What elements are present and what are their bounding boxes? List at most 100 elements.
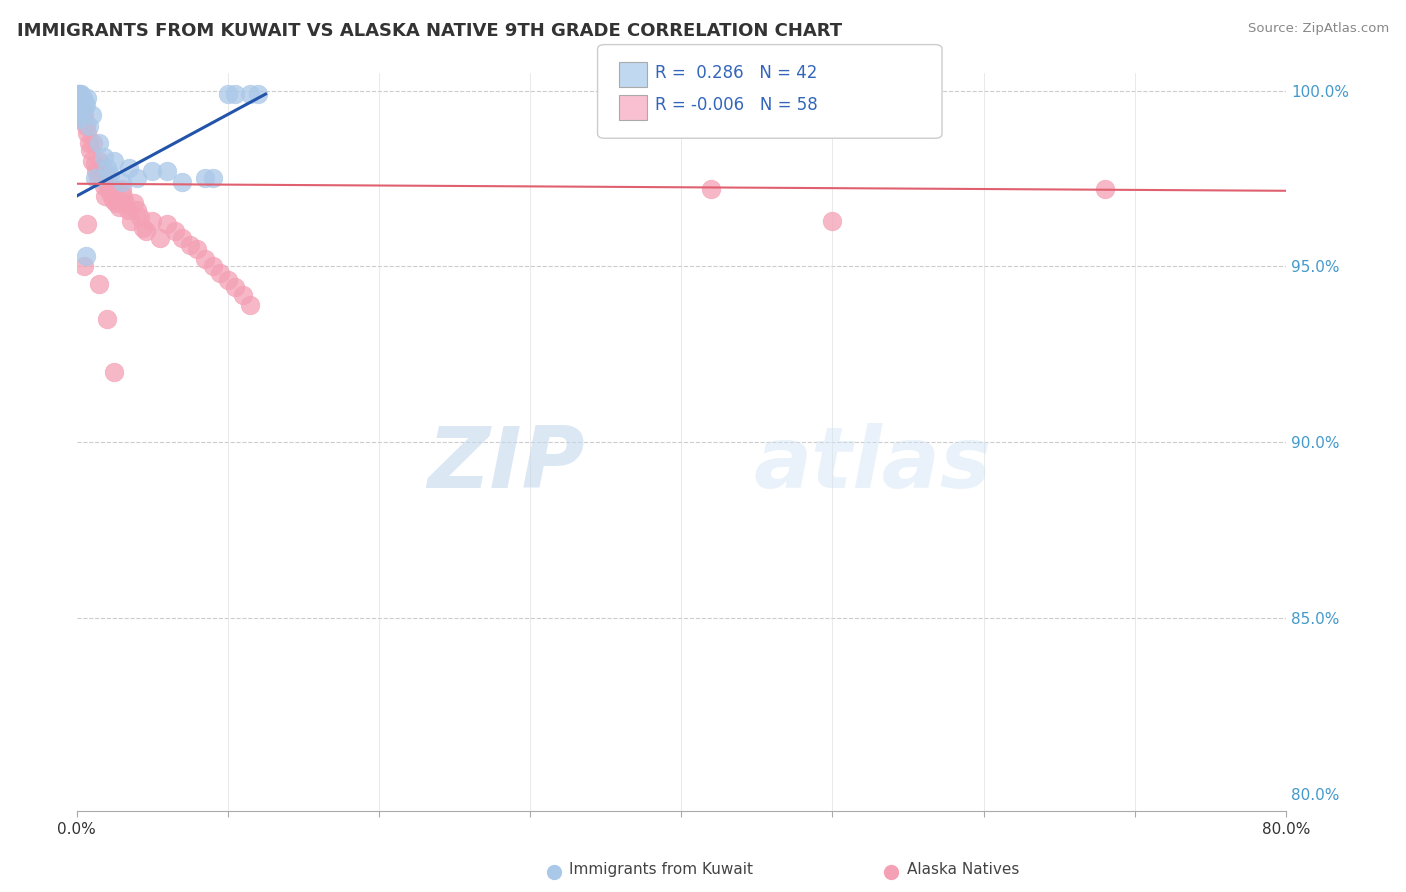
Text: atlas: atlas — [754, 423, 993, 506]
Point — [125, 171, 148, 186]
Text: Immigrants from Kuwait: Immigrants from Kuwait — [569, 863, 754, 877]
Point — [700, 182, 723, 196]
Point — [201, 260, 224, 274]
Point — [224, 87, 246, 101]
Text: Alaska Natives: Alaska Natives — [907, 863, 1019, 877]
Point — [73, 260, 96, 274]
Point — [72, 90, 94, 104]
Point — [67, 90, 90, 104]
Point — [80, 153, 103, 168]
Point — [89, 153, 111, 168]
Point — [67, 87, 90, 101]
Point — [67, 104, 90, 119]
Point — [93, 178, 115, 193]
Point — [70, 101, 93, 115]
Point — [103, 182, 125, 196]
Point — [67, 108, 90, 122]
Point — [108, 200, 131, 214]
Point — [72, 97, 94, 112]
Point — [69, 94, 91, 108]
Point — [163, 224, 186, 238]
Text: R = -0.006   N = 58: R = -0.006 N = 58 — [655, 96, 818, 114]
Point — [543, 865, 565, 880]
Point — [70, 87, 93, 101]
Point — [73, 108, 96, 122]
Point — [69, 87, 91, 101]
Point — [118, 161, 141, 175]
Point — [129, 210, 152, 224]
Point — [96, 312, 118, 326]
Point — [172, 231, 194, 245]
Point — [98, 186, 121, 200]
Point — [76, 90, 98, 104]
Text: IMMIGRANTS FROM KUWAIT VS ALASKA NATIVE 9TH GRADE CORRELATION CHART: IMMIGRANTS FROM KUWAIT VS ALASKA NATIVE … — [17, 22, 842, 40]
Point — [246, 87, 269, 101]
Point — [232, 287, 254, 301]
Point — [880, 865, 903, 880]
Point — [217, 273, 239, 287]
Point — [83, 171, 105, 186]
Point — [179, 238, 201, 252]
Point — [98, 168, 121, 182]
Point — [156, 164, 179, 178]
Text: ZIP: ZIP — [427, 423, 585, 506]
Point — [224, 280, 246, 294]
Point — [114, 196, 136, 211]
Point — [156, 217, 179, 231]
Point — [87, 171, 110, 186]
Point — [201, 171, 224, 186]
Point — [104, 196, 127, 211]
Point — [76, 126, 98, 140]
Point — [84, 164, 107, 178]
Point — [1094, 182, 1116, 196]
Point — [172, 175, 194, 189]
Point — [132, 220, 155, 235]
Point — [77, 136, 100, 151]
Text: Source: ZipAtlas.com: Source: ZipAtlas.com — [1249, 22, 1389, 36]
Point — [67, 97, 90, 112]
Text: R =  0.286   N = 42: R = 0.286 N = 42 — [655, 64, 817, 82]
Point — [149, 231, 172, 245]
Point — [239, 87, 262, 101]
Point — [117, 203, 139, 218]
Point — [209, 267, 232, 281]
Point — [75, 249, 97, 263]
Point — [83, 157, 105, 171]
Point — [103, 365, 125, 379]
Point — [70, 101, 93, 115]
Point — [69, 97, 91, 112]
Point — [239, 298, 262, 312]
Point — [186, 242, 208, 256]
Point — [89, 277, 111, 291]
Point — [89, 136, 111, 151]
Point — [141, 164, 163, 178]
Point — [90, 161, 112, 175]
Point — [80, 108, 103, 122]
Point — [91, 171, 114, 186]
Point — [135, 224, 157, 238]
Point — [111, 182, 134, 196]
Point — [79, 144, 101, 158]
Point — [96, 171, 118, 186]
Point — [94, 189, 117, 203]
Point — [73, 101, 96, 115]
Point — [76, 217, 98, 231]
Point — [73, 94, 96, 108]
Point — [194, 171, 217, 186]
Point — [120, 213, 142, 227]
Point — [67, 87, 90, 101]
Point — [77, 119, 100, 133]
Point — [112, 189, 135, 203]
Point — [97, 178, 120, 193]
Point — [72, 112, 94, 126]
Point — [69, 94, 91, 108]
Point — [122, 196, 145, 211]
Point — [75, 119, 97, 133]
Point — [821, 213, 844, 227]
Point — [67, 112, 90, 126]
Point — [96, 161, 118, 175]
Point — [101, 193, 124, 207]
Point — [75, 97, 97, 112]
Point — [67, 101, 90, 115]
Point — [103, 153, 125, 168]
